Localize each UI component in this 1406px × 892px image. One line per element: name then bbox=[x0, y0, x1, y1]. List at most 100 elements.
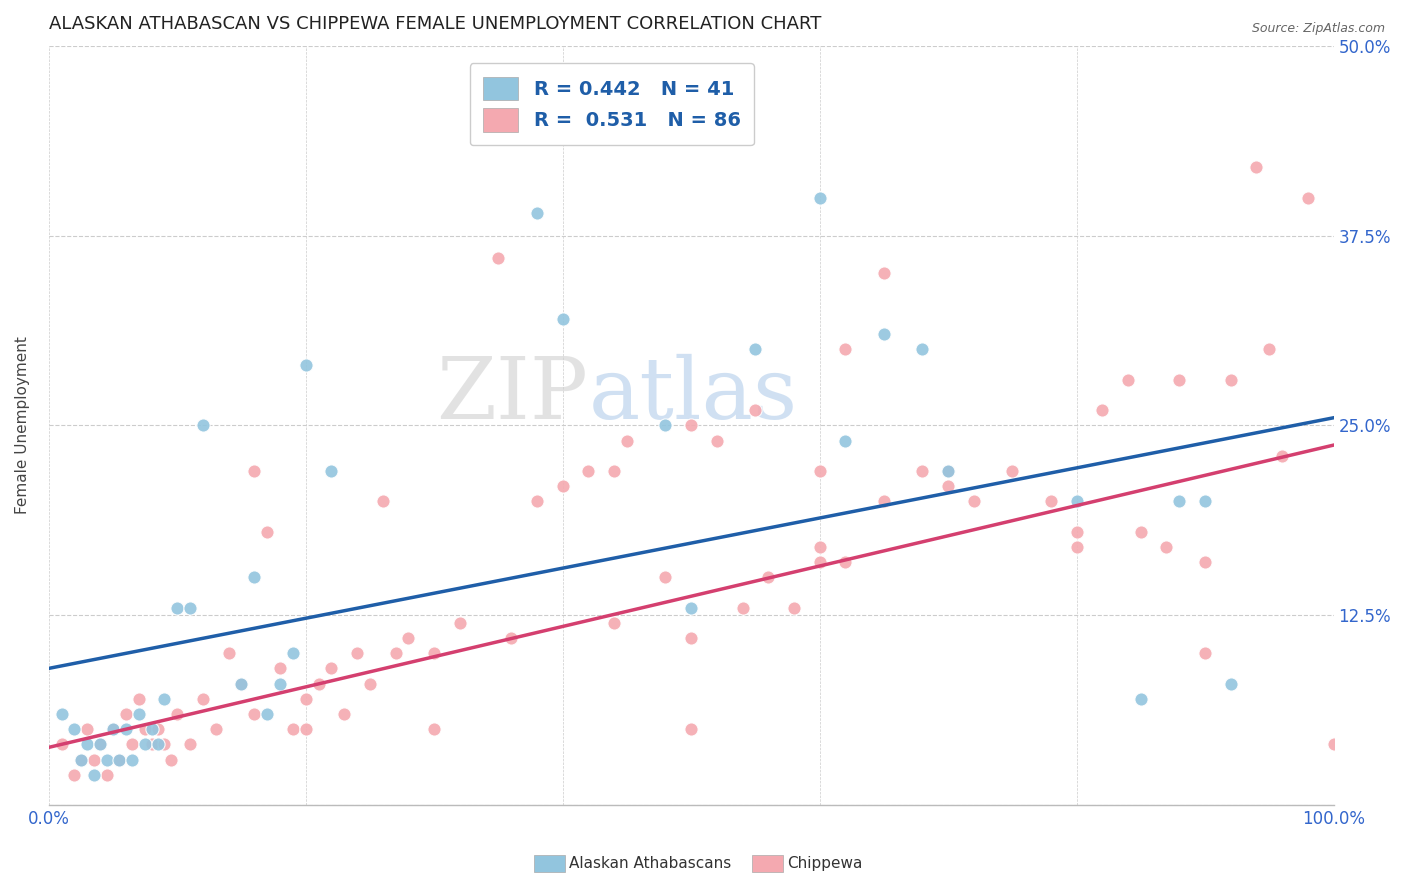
Point bbox=[873, 267, 896, 281]
Point bbox=[654, 570, 676, 584]
Point bbox=[936, 464, 959, 478]
Point bbox=[159, 752, 181, 766]
Point bbox=[321, 661, 343, 675]
Point bbox=[1066, 540, 1088, 554]
Point bbox=[96, 752, 118, 766]
Point bbox=[834, 434, 856, 448]
Point bbox=[321, 464, 343, 478]
Point bbox=[744, 403, 766, 417]
Point bbox=[526, 494, 548, 508]
Point bbox=[1001, 464, 1024, 478]
Point bbox=[1194, 494, 1216, 508]
Point bbox=[281, 722, 304, 736]
Point bbox=[51, 737, 73, 751]
Point bbox=[706, 434, 728, 448]
Point bbox=[384, 646, 406, 660]
Point bbox=[70, 752, 93, 766]
Point bbox=[936, 464, 959, 478]
Point bbox=[294, 691, 316, 706]
Point bbox=[83, 768, 105, 782]
Point bbox=[269, 676, 291, 690]
Point bbox=[1116, 373, 1139, 387]
Point bbox=[744, 343, 766, 357]
Point bbox=[51, 706, 73, 721]
Y-axis label: Female Unemployment: Female Unemployment bbox=[15, 336, 30, 515]
Point bbox=[1219, 676, 1241, 690]
Point bbox=[423, 722, 446, 736]
Point bbox=[808, 540, 831, 554]
Point bbox=[63, 768, 86, 782]
Point bbox=[1194, 555, 1216, 569]
Point bbox=[179, 600, 201, 615]
Point bbox=[1129, 524, 1152, 539]
Point bbox=[834, 343, 856, 357]
Point bbox=[603, 464, 626, 478]
Point bbox=[808, 555, 831, 569]
Point bbox=[243, 570, 266, 584]
Point bbox=[681, 600, 703, 615]
Point bbox=[108, 752, 131, 766]
Point bbox=[204, 722, 226, 736]
Point bbox=[616, 434, 638, 448]
Text: Chippewa: Chippewa bbox=[787, 856, 863, 871]
Point bbox=[603, 615, 626, 630]
Point bbox=[191, 691, 214, 706]
Point bbox=[681, 631, 703, 645]
Point bbox=[1129, 691, 1152, 706]
Point bbox=[83, 752, 105, 766]
Point bbox=[128, 691, 150, 706]
Point bbox=[231, 676, 253, 690]
Point bbox=[423, 646, 446, 660]
Point bbox=[308, 676, 330, 690]
Point bbox=[256, 706, 278, 721]
Point bbox=[1066, 524, 1088, 539]
Point bbox=[63, 722, 86, 736]
Point bbox=[346, 646, 368, 660]
Point bbox=[76, 722, 98, 736]
Point bbox=[281, 646, 304, 660]
Point bbox=[873, 327, 896, 342]
Point bbox=[783, 600, 806, 615]
Point bbox=[963, 494, 986, 508]
Point bbox=[359, 676, 381, 690]
Point bbox=[294, 358, 316, 372]
Point bbox=[1219, 373, 1241, 387]
Point bbox=[141, 737, 163, 751]
Point bbox=[1066, 494, 1088, 508]
Text: Alaskan Athabascans: Alaskan Athabascans bbox=[569, 856, 731, 871]
Legend: R = 0.442   N = 41, R =  0.531   N = 86: R = 0.442 N = 41, R = 0.531 N = 86 bbox=[470, 63, 755, 145]
Point bbox=[501, 631, 523, 645]
Point bbox=[371, 494, 394, 508]
Point bbox=[76, 737, 98, 751]
Point bbox=[551, 312, 574, 326]
Point bbox=[1322, 737, 1344, 751]
Point bbox=[1156, 540, 1178, 554]
Point bbox=[121, 737, 143, 751]
Point bbox=[1194, 646, 1216, 660]
Point bbox=[911, 464, 934, 478]
Point bbox=[121, 752, 143, 766]
Point bbox=[231, 676, 253, 690]
Point bbox=[114, 706, 136, 721]
Point bbox=[269, 661, 291, 675]
Point bbox=[1091, 403, 1114, 417]
Point bbox=[153, 737, 176, 751]
Point bbox=[1168, 373, 1191, 387]
Point bbox=[89, 737, 111, 751]
Point bbox=[256, 524, 278, 539]
Point bbox=[911, 343, 934, 357]
Point bbox=[96, 768, 118, 782]
Point bbox=[243, 464, 266, 478]
Point bbox=[141, 722, 163, 736]
Point bbox=[486, 252, 509, 266]
Point bbox=[681, 722, 703, 736]
Point bbox=[146, 737, 169, 751]
Point bbox=[89, 737, 111, 751]
Point bbox=[576, 464, 599, 478]
Point bbox=[294, 722, 316, 736]
Point bbox=[654, 418, 676, 433]
Point bbox=[153, 691, 176, 706]
Point bbox=[1039, 494, 1062, 508]
Point bbox=[146, 722, 169, 736]
Point bbox=[526, 205, 548, 219]
